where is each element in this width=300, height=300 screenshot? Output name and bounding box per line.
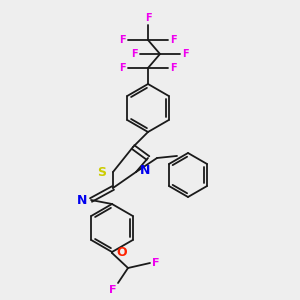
Text: F: F <box>152 258 160 268</box>
Text: F: F <box>182 49 189 59</box>
Text: F: F <box>170 35 177 45</box>
Text: N: N <box>140 164 150 178</box>
Text: F: F <box>170 63 177 73</box>
Text: F: F <box>131 49 138 59</box>
Text: O: O <box>116 247 127 260</box>
Text: F: F <box>145 13 151 23</box>
Text: F: F <box>109 285 116 295</box>
Text: N: N <box>76 194 87 208</box>
Text: S: S <box>97 166 106 178</box>
Text: F: F <box>119 63 126 73</box>
Text: F: F <box>119 35 126 45</box>
